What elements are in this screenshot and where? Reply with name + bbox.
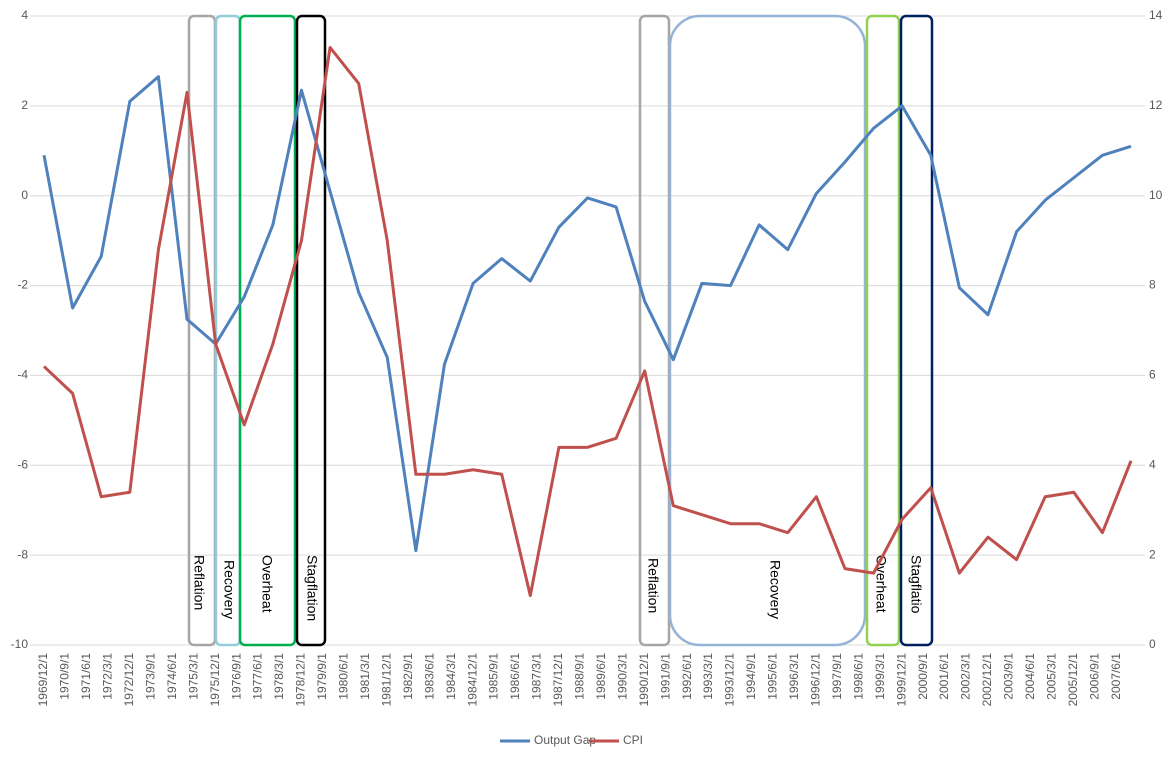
- x-tick-label: 1984/3/1: [444, 653, 458, 700]
- x-tick-label: 1999/12/1: [894, 653, 908, 707]
- legend-label: Output Gap: [534, 733, 596, 747]
- x-tick-label: 1987/3/1: [530, 653, 544, 700]
- x-tick-label: 1990/3/1: [615, 653, 629, 700]
- x-tick-label: 1984/12/1: [465, 653, 479, 707]
- y2-tick-label: 10: [1149, 188, 1163, 202]
- x-tick-label: 1972/12/1: [122, 653, 136, 707]
- x-tick-label: 1972/3/1: [101, 653, 115, 700]
- x-tick-label: 1987/12/1: [551, 653, 565, 707]
- x-tick-label: 1979/9/1: [315, 653, 329, 700]
- y-tick-label: 4: [21, 8, 28, 22]
- x-tick-label: 1995/6/1: [766, 653, 780, 700]
- x-tick-label: 1994/9/1: [744, 653, 758, 700]
- x-tick-label: 1985/9/1: [487, 653, 501, 700]
- x-tick-label: 1993/12/1: [723, 653, 737, 707]
- x-tick-label: 1976/9/1: [229, 653, 243, 700]
- x-tick-label: 1970/9/1: [58, 653, 72, 700]
- x-tick-label: 1988/9/1: [573, 653, 587, 700]
- y2-tick-label: 0: [1149, 637, 1156, 651]
- phase-box: [865, 14, 901, 647]
- x-tick-label: 2000/9/1: [916, 653, 930, 700]
- phase-label: Reflation: [191, 555, 207, 610]
- x-tick-label: 2002/12/1: [980, 653, 994, 707]
- phase-box: [638, 14, 671, 647]
- y-tick-label: -8: [17, 547, 28, 561]
- x-tick-label: 1974/6/1: [165, 653, 179, 700]
- x-tick-label: 1989/6/1: [594, 653, 608, 700]
- phase-box: [214, 14, 242, 647]
- x-tick-label: 1993/3/1: [701, 653, 715, 700]
- x-tick-label: 1973/9/1: [143, 653, 157, 700]
- x-tick-label: 2002/3/1: [959, 653, 973, 700]
- x-tick-label: 1998/6/1: [851, 653, 865, 700]
- x-tick-label: 1992/6/1: [680, 653, 694, 700]
- series-line: [42, 45, 1133, 598]
- x-tick-label: 2006/9/1: [1087, 653, 1101, 700]
- x-tick-label: 2005/3/1: [1045, 653, 1059, 700]
- x-tick-label: 2001/6/1: [937, 653, 951, 700]
- x-tick-label: 1991/9/1: [658, 653, 672, 700]
- y-tick-label: 0: [21, 188, 28, 202]
- x-tick-label: 1981/3/1: [358, 653, 372, 700]
- y-tick-label: -10: [11, 637, 29, 651]
- y-tick-label: -2: [17, 278, 28, 292]
- x-tick-label: 2007/6/1: [1109, 653, 1123, 700]
- y-tick-label: -4: [17, 368, 28, 382]
- y2-tick-label: 14: [1149, 8, 1163, 22]
- x-tick-label: 1969/12/1: [36, 653, 50, 707]
- series-line: [42, 75, 1132, 553]
- x-tick-label: 1978/3/1: [272, 653, 286, 700]
- phase-box: [668, 14, 867, 647]
- phase-label: Overheat: [873, 555, 889, 613]
- x-tick-label: 1975/12/1: [208, 653, 222, 707]
- x-tick-label: 1982/9/1: [401, 653, 415, 700]
- x-tick-label: 1990/12/1: [637, 653, 651, 707]
- legend-label: CPI: [623, 733, 643, 747]
- y2-tick-label: 2: [1149, 547, 1156, 561]
- phase-box: [238, 14, 297, 647]
- x-tick-label: 1975/3/1: [186, 653, 200, 700]
- phase-box: [295, 14, 327, 647]
- y-tick-label: -6: [17, 457, 28, 471]
- x-tick-label: 1986/6/1: [508, 653, 522, 700]
- phase-label: Stagflatio: [908, 555, 924, 614]
- phase-label: Stagflation: [304, 555, 320, 621]
- x-tick-label: 1978/12/1: [294, 653, 308, 707]
- y2-tick-label: 12: [1149, 98, 1163, 112]
- x-tick-label: 1983/6/1: [422, 653, 436, 700]
- y2-tick-label: 8: [1149, 278, 1156, 292]
- x-tick-label: 2005/12/1: [1066, 653, 1080, 707]
- x-tick-label: 1981/12/1: [379, 653, 393, 707]
- x-tick-label: 1971/6/1: [79, 653, 93, 700]
- x-tick-label: 1996/3/1: [787, 653, 801, 700]
- x-tick-label: 1980/6/1: [337, 653, 351, 700]
- x-tick-label: 1977/6/1: [251, 653, 265, 700]
- phase-label: Recovery: [767, 560, 783, 619]
- x-tick-label: 1996/12/1: [809, 653, 823, 707]
- phase-label: Recovery: [221, 560, 237, 619]
- y-tick-label: 2: [21, 98, 28, 112]
- x-tick-label: 2004/6/1: [1023, 653, 1037, 700]
- x-tick-label: 1999/3/1: [873, 653, 887, 700]
- x-tick-label: 1997/9/1: [830, 653, 844, 700]
- phase-label: Reflation: [645, 558, 661, 613]
- x-tick-label: 2003/9/1: [1002, 653, 1016, 700]
- y2-tick-label: 6: [1149, 368, 1156, 382]
- phase-box: [899, 14, 934, 647]
- phase-label: Overheat: [259, 555, 275, 613]
- y2-tick-label: 4: [1149, 457, 1156, 471]
